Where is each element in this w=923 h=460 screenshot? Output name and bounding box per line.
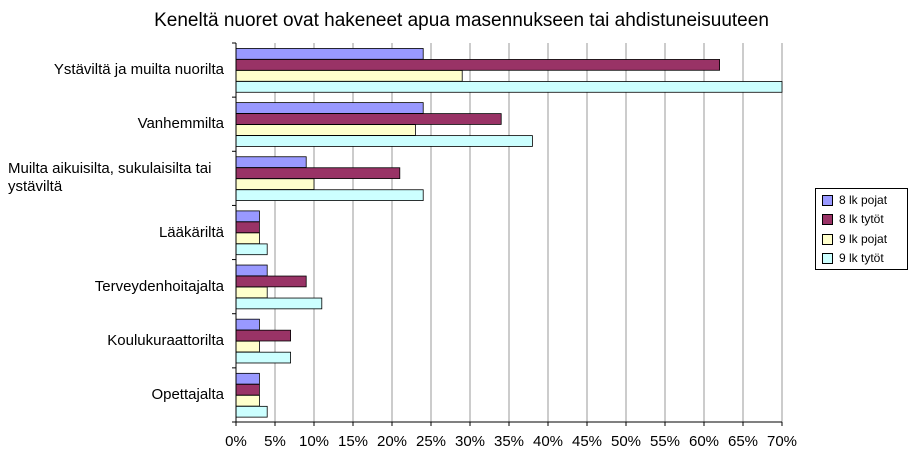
category-label: Vanhemmilta bbox=[137, 115, 224, 133]
legend-label: 8 lk tytöt bbox=[839, 212, 884, 226]
x-tick-label: 70% bbox=[767, 433, 797, 450]
x-tick-label: 30% bbox=[455, 433, 485, 450]
bar bbox=[235, 81, 783, 93]
bar bbox=[235, 405, 268, 418]
bar bbox=[235, 286, 268, 299]
bar bbox=[235, 135, 533, 147]
x-tick-label: 65% bbox=[728, 433, 758, 450]
bar bbox=[235, 102, 424, 114]
legend-swatch bbox=[822, 213, 833, 225]
bar bbox=[235, 232, 260, 245]
x-tick-label: 0% bbox=[225, 433, 247, 450]
category-label: Muilta aikuisilta, sukulaisilta tai ystä… bbox=[8, 160, 212, 196]
bar bbox=[235, 113, 502, 125]
legend-swatch bbox=[822, 233, 833, 245]
bar bbox=[235, 372, 260, 385]
bar bbox=[235, 167, 401, 179]
x-tick-label: 35% bbox=[494, 433, 524, 450]
bar bbox=[235, 394, 260, 407]
bar bbox=[235, 297, 323, 310]
category-label: Koulukuraattorilta bbox=[107, 331, 224, 349]
bar bbox=[235, 124, 416, 136]
bar bbox=[235, 189, 424, 201]
bar bbox=[235, 178, 315, 190]
chart-title: Keneltä nuoret ovat hakeneet apua masenn… bbox=[154, 10, 769, 31]
legend-label: 9 lk tytöt bbox=[839, 251, 884, 265]
bar bbox=[235, 340, 260, 353]
x-tick-label: 20% bbox=[377, 433, 407, 450]
x-tick-label: 15% bbox=[338, 433, 368, 450]
bar bbox=[235, 243, 268, 256]
legend-label: 9 lk pojat bbox=[839, 232, 888, 246]
legend-item: 9 lk pojat bbox=[822, 232, 887, 246]
legend-item: 8 lk tytöt bbox=[822, 212, 884, 226]
legend-swatch bbox=[822, 252, 833, 264]
category-label: Ystäviltä ja muilta nuorilta bbox=[53, 61, 224, 79]
legend-item: 9 lk tytöt bbox=[822, 251, 884, 265]
bar bbox=[235, 156, 307, 168]
x-tick-label: 10% bbox=[299, 433, 329, 450]
category-label: Lääkäriltä bbox=[158, 223, 224, 241]
bar bbox=[235, 221, 260, 234]
bar bbox=[235, 351, 291, 364]
bar bbox=[235, 48, 424, 60]
x-tick-label: 45% bbox=[572, 433, 602, 450]
x-tick-label: 5% bbox=[264, 433, 286, 450]
category-label: Terveydenhoitajalta bbox=[94, 277, 224, 295]
bar bbox=[235, 318, 260, 331]
x-tick-label: 25% bbox=[416, 433, 446, 450]
bar bbox=[235, 210, 260, 223]
bar bbox=[235, 329, 291, 342]
bar bbox=[235, 59, 721, 71]
legend: 8 lk pojat 8 lk tytöt 9 lk pojat 9 lk ty… bbox=[815, 188, 908, 270]
bar bbox=[235, 70, 463, 82]
bar bbox=[235, 383, 260, 396]
legend-swatch bbox=[822, 194, 833, 206]
x-tick-label: 60% bbox=[689, 433, 719, 450]
x-tick-label: 40% bbox=[533, 433, 563, 450]
bar bbox=[235, 275, 307, 288]
bar bbox=[235, 264, 268, 277]
legend-item: 8 lk pojat bbox=[822, 193, 887, 207]
x-tick-label: 55% bbox=[650, 433, 680, 450]
category-label: Opettajalta bbox=[151, 385, 224, 403]
x-tick-label: 50% bbox=[611, 433, 641, 450]
legend-label: 8 lk pojat bbox=[839, 193, 888, 207]
